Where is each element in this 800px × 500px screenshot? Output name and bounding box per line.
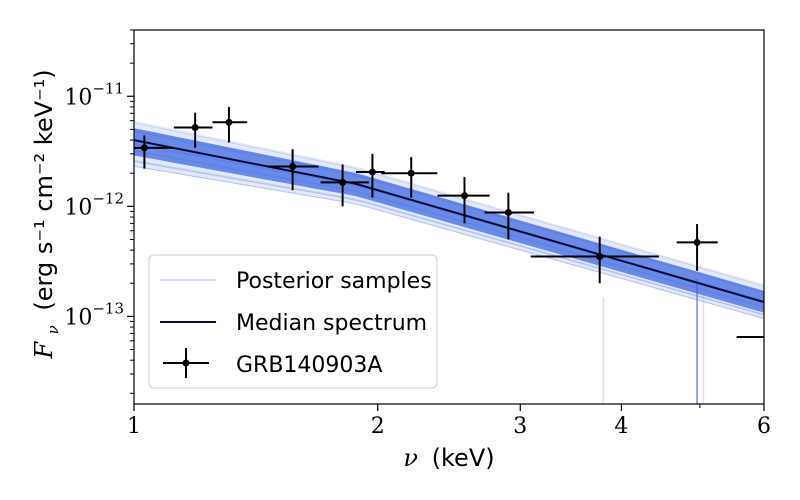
posterior-sample-line [134,161,764,316]
y-axis-subscript: ν [44,325,62,334]
x-axis-variable: ν [403,444,418,472]
y-tick-label: 10−13 [64,299,124,330]
posterior-sample-line [134,150,764,308]
posterior-sample-line [134,150,764,308]
y-axis-label: F ν (erg s⁻¹ cm⁻² keV⁻¹) [30,69,64,359]
data-point [530,236,659,284]
posterior-sample-line [134,165,764,320]
data-marker [461,192,469,200]
y-tick-label: 10−11 [64,79,124,110]
posterior-sample-line [134,165,764,320]
median-spectrum-line [134,139,764,304]
plot-area [134,106,764,404]
x-axis-unit: (keV) [432,444,495,472]
y-tick-label: 10−12 [64,189,124,220]
data-point [212,106,248,143]
x-tick-label: 6 [757,414,771,439]
posterior-sample-line [134,131,764,294]
x-tick-label: 2 [371,414,385,439]
data-marker [289,163,297,171]
data-point [320,164,369,207]
legend-posterior-label: Posterior samples [236,269,432,294]
data-point [381,157,438,198]
data-point [267,149,319,191]
data-marker [339,178,347,186]
data-marker [504,208,512,216]
data-point [437,176,490,224]
posterior-band-core [134,128,764,313]
x-tick-label: 1 [127,414,141,439]
posterior-sample-line [134,159,764,315]
posterior-sample-line [134,160,764,316]
posterior-sample-line [134,130,764,293]
legend: Posterior samples Median spectrum GRB140… [148,254,438,389]
y-axis-unit: (erg s⁻¹ cm⁻² keV⁻¹) [30,69,58,310]
x-tick-label: 3 [513,414,527,439]
data-point [676,224,718,271]
data-point [484,192,535,240]
data-marker [225,118,233,126]
data-point [134,135,174,169]
data-marker [693,238,701,246]
legend-data-label: GRB140903A [236,353,382,378]
data-point [355,153,385,198]
data-marker [140,144,148,152]
y-axis-variable: F [30,341,58,360]
data-marker [191,124,199,132]
data-point [173,112,213,148]
legend-data-swatch [163,348,209,378]
legend-median-label: Median spectrum [236,311,427,336]
data-marker [596,253,604,261]
legend-box [148,254,438,389]
posterior-sample-line [134,128,764,292]
x-axis-label: ν (keV) [403,444,494,472]
x-tick-label: 4 [614,414,628,439]
data-marker [368,168,376,176]
data-marker [407,169,415,177]
